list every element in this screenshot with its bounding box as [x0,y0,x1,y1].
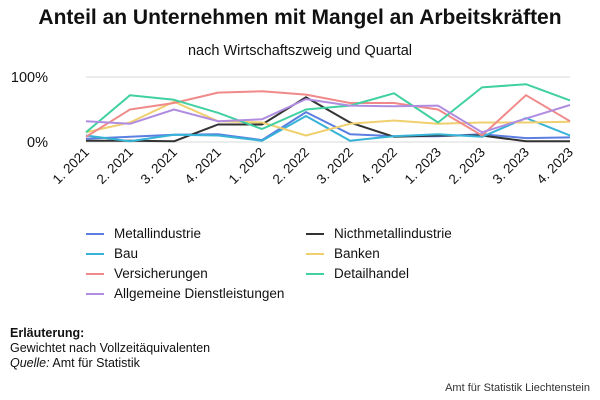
x-tick-label: 3. 2022 [314,145,356,187]
legend-label: Bau [114,246,139,261]
legend-label: Metallindustrie [114,226,202,241]
x-tick-label: 4. 2021 [182,145,224,187]
legend-label: Allgemeine Dienstleistungen [114,286,285,301]
source-text: Amt für Statistik [49,356,140,370]
notes-heading: Erläuterung: [10,326,85,340]
legend-label: Banken [334,246,380,261]
legend-swatch [86,272,104,275]
x-tick-label: 4. 2023 [534,145,576,187]
x-tick-label: 2. 2023 [446,145,488,187]
chart-title: Anteil an Unternehmen mit Mangel an Arbe… [38,6,562,29]
source-label: Quelle: [10,356,50,370]
legend-item: Nicthmetallindustrie [306,226,452,241]
legend-item: Allgemeine Dienstleistungen [86,286,284,301]
line-chart: 0%100% 1. 2021 2. 2021 3. 2021 4. 2021 1. 20… [11,70,576,187]
notes-text: Gewichtet nach Vollzeitäquivalenten [10,341,211,355]
legend-label: Nicthmetallindustrie [334,226,452,241]
legend-swatch [86,252,104,255]
legend-item: Metallindustrie [86,226,201,241]
series-line-banken [85,100,571,137]
series-lines [85,83,571,143]
x-tick-label: 1. 2022 [226,145,268,187]
legend-item: Banken [306,246,380,261]
legend-item: Detailhandel [306,266,409,281]
legend-item: Bau [86,246,138,261]
x-tick-label: 1. 2023 [402,145,444,187]
x-tick-label: 3. 2023 [490,145,532,187]
x-tick-labels: 1. 2021 2. 2021 3. 2021 4. 2021 1. 2022 2. 20… [50,145,576,187]
y-tick-label: 0% [27,135,48,151]
series-line-metallindustrie [85,111,571,142]
series-line-versicherungen [85,90,571,138]
legend-swatch [306,272,324,275]
legend-swatch [86,292,104,295]
series-line-allgemeine-dienstleistungen [85,98,571,134]
legend-swatch [86,232,104,235]
legend-swatch [306,252,324,255]
credit-text: Amt für Statistik Liechtenstein [445,382,590,394]
legend-label: Versicherungen [114,266,208,281]
source-line: Quelle: Amt für Statistik [10,356,210,371]
x-tick-label: 3. 2021 [138,145,180,187]
x-tick-label: 1. 2021 [50,145,92,187]
legend-label: Detailhandel [334,266,410,281]
x-tick-label: 2. 2022 [270,145,312,187]
legend-item: Versicherungen [86,266,208,281]
series-line-nicthmetallindustrie [86,96,570,143]
legend-swatch [306,232,324,235]
series-line-bau [85,115,571,143]
y-tick-labels: 0% 100% [11,70,48,151]
chart-subtitle: nach Wirtschaftszweig und Quartal [187,43,413,59]
x-tick-label: 4. 2022 [358,145,400,187]
y-tick-label: 100% [11,70,48,86]
x-tick-label: 2. 2021 [94,145,136,187]
notes: Erläuterung: Gewichtet nach Vollzeitäqui… [10,326,210,371]
series-line-detailhandel [85,83,571,134]
